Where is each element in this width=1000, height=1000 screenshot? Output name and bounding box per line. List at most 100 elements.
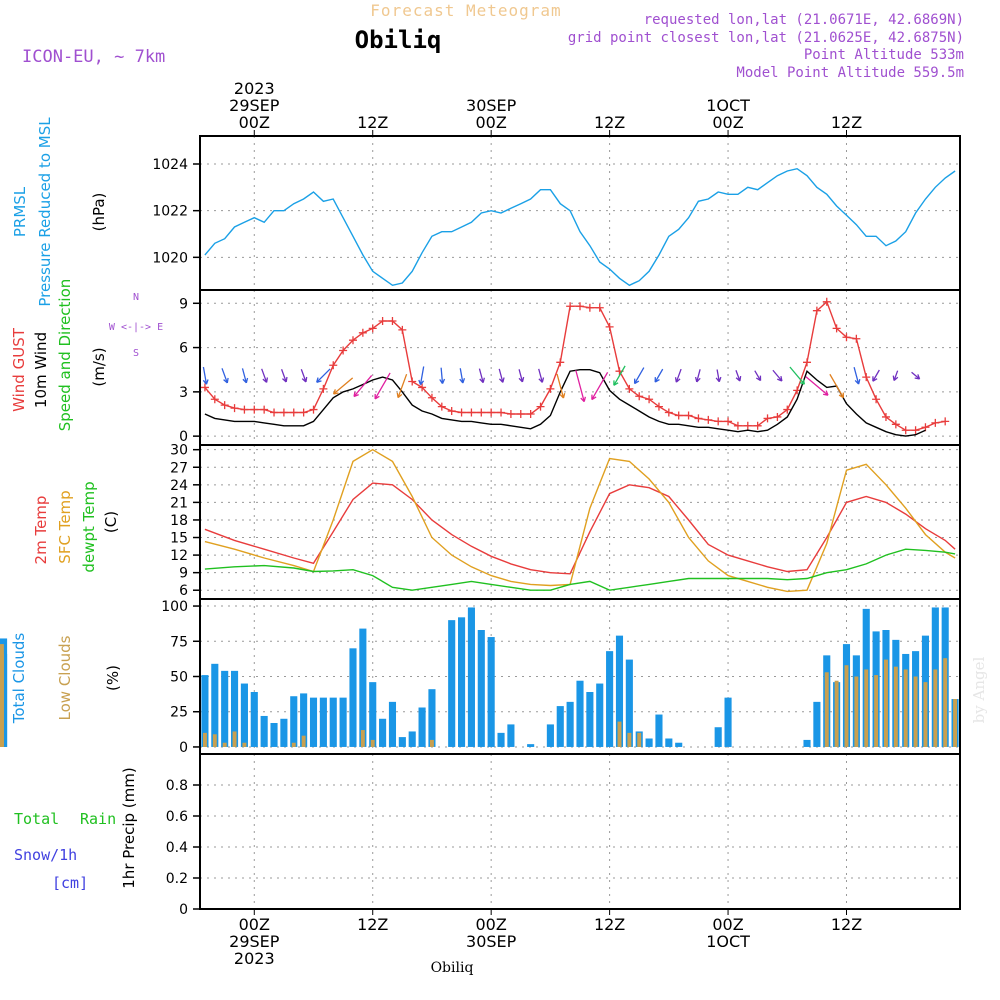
bottom-time-label: 00Z bbox=[712, 915, 743, 934]
gust-marker bbox=[625, 384, 634, 393]
gust-marker bbox=[250, 405, 259, 414]
gust-marker bbox=[457, 408, 466, 417]
pressure-line bbox=[204, 167, 956, 287]
gust-marker bbox=[388, 317, 397, 325]
low-cloud-bar bbox=[222, 742, 227, 747]
total-cloud-bar bbox=[645, 738, 653, 747]
clouds-ytick-label: 25 bbox=[170, 705, 188, 721]
dewpt-temp-line bbox=[204, 548, 956, 591]
bottom-time-label: 12Z bbox=[831, 915, 862, 934]
low-clouds-label: Low Clouds bbox=[56, 635, 74, 720]
wind-arrow bbox=[316, 368, 331, 383]
gust-marker bbox=[566, 302, 575, 311]
top-time-label: 1OCT bbox=[706, 96, 750, 115]
gust-marker bbox=[921, 423, 930, 432]
gust-marker bbox=[358, 328, 367, 337]
low-cloud-bar bbox=[893, 666, 898, 747]
total-cloud-bar bbox=[428, 689, 436, 747]
gust-marker bbox=[812, 306, 821, 315]
temperature-ytick-label: 24 bbox=[170, 478, 188, 494]
bottom-time-label: 12Z bbox=[594, 915, 625, 934]
total-cloud-bar bbox=[329, 697, 337, 747]
low-cloud-bar bbox=[943, 658, 948, 747]
gust-marker bbox=[862, 373, 871, 382]
low-cloud-bar bbox=[824, 672, 829, 747]
plot-layer: 1020102210240369691215182124273002550751… bbox=[0, 79, 961, 968]
total-cloud-bar bbox=[596, 683, 604, 747]
total-cloud-bar bbox=[724, 697, 732, 747]
gust-marker bbox=[595, 303, 604, 312]
gust-marker bbox=[329, 361, 338, 370]
total-cloud-bar bbox=[230, 670, 239, 747]
total-cloud-bar bbox=[813, 701, 821, 747]
total-cloud-bar bbox=[566, 701, 574, 747]
bottom-time-label: 30SEP bbox=[466, 932, 517, 951]
wind-unit: (m/s) bbox=[90, 347, 108, 386]
wind-arrow bbox=[459, 368, 466, 384]
wind-arrow bbox=[613, 365, 626, 386]
wind-ytick-label: 9 bbox=[179, 296, 188, 312]
low-cloud-bar bbox=[953, 699, 958, 747]
gust-marker bbox=[299, 408, 308, 417]
total-cloud-bar bbox=[319, 697, 327, 747]
total-cloud-bar bbox=[388, 701, 397, 747]
wind-ytick-label: 3 bbox=[179, 385, 188, 401]
total-cloud-bar bbox=[418, 707, 426, 747]
dewpt-label: dewpt Temp bbox=[80, 481, 98, 572]
gust-marker bbox=[418, 383, 427, 392]
top-time-label: 00Z bbox=[712, 113, 743, 132]
wind-arrow bbox=[241, 368, 249, 384]
low-cloud-bar bbox=[370, 739, 375, 747]
gust-marker bbox=[309, 405, 318, 414]
2m-temp-line bbox=[204, 482, 956, 575]
gust-marker bbox=[674, 411, 683, 420]
wind-arrow bbox=[892, 370, 899, 382]
low-cloud-bar bbox=[232, 731, 237, 747]
low-cloud-bar bbox=[854, 676, 859, 747]
compass-s: S bbox=[133, 348, 139, 359]
legend-snow: Snow/1h bbox=[14, 846, 77, 864]
temperature-ytick-label: 12 bbox=[170, 548, 188, 564]
low-cloud-bar bbox=[834, 680, 839, 747]
total-cloud-bar bbox=[201, 675, 209, 747]
gust-marker bbox=[684, 411, 693, 420]
clouds-ytick-label: 75 bbox=[170, 634, 188, 650]
low-cloud-bar bbox=[0, 644, 4, 747]
wind-ytick-label: 6 bbox=[179, 341, 188, 357]
gust-marker bbox=[901, 426, 910, 435]
gust-marker bbox=[803, 358, 812, 367]
gust-marker bbox=[911, 426, 920, 435]
wind-arrow bbox=[911, 371, 921, 380]
total-cloud-bar bbox=[290, 696, 298, 747]
top-time-label: 30SEP bbox=[466, 96, 517, 115]
total-cloud-bar bbox=[576, 680, 584, 747]
wind-arrow bbox=[829, 373, 845, 399]
wind-arrow bbox=[575, 370, 587, 403]
pressure-ytick-label: 1024 bbox=[152, 157, 188, 173]
gust-marker bbox=[467, 408, 476, 417]
total-cloud-bar bbox=[655, 714, 663, 747]
gust-marker bbox=[339, 346, 348, 355]
gust-marker bbox=[506, 410, 515, 418]
total-cloud-bar bbox=[211, 663, 219, 747]
low-cloud-bar bbox=[617, 721, 622, 747]
low-cloud-bar bbox=[903, 669, 908, 747]
wind-arrow bbox=[300, 369, 308, 383]
low-cloud-bar bbox=[884, 659, 888, 747]
wind-panel bbox=[193, 289, 961, 446]
wind-arrow bbox=[418, 366, 425, 386]
temp-unit: (C) bbox=[102, 511, 120, 533]
compass-n: N bbox=[133, 292, 139, 303]
bottom-time-label: 12Z bbox=[357, 915, 388, 934]
gust-marker bbox=[645, 395, 654, 404]
low-cloud-bar bbox=[913, 676, 918, 747]
bottom-time-label: 00Z bbox=[476, 915, 507, 934]
total-cloud-bar bbox=[280, 718, 288, 747]
low-cloud-bar bbox=[360, 730, 365, 747]
total-cloud-bar bbox=[270, 723, 278, 747]
model-name: ICON-EU, ~ 7km bbox=[22, 47, 165, 67]
gust-marker bbox=[279, 408, 288, 417]
precipitation-frame bbox=[199, 753, 961, 910]
pressure-ytick-label: 1020 bbox=[152, 250, 188, 266]
sfc-temp-line bbox=[204, 448, 956, 593]
